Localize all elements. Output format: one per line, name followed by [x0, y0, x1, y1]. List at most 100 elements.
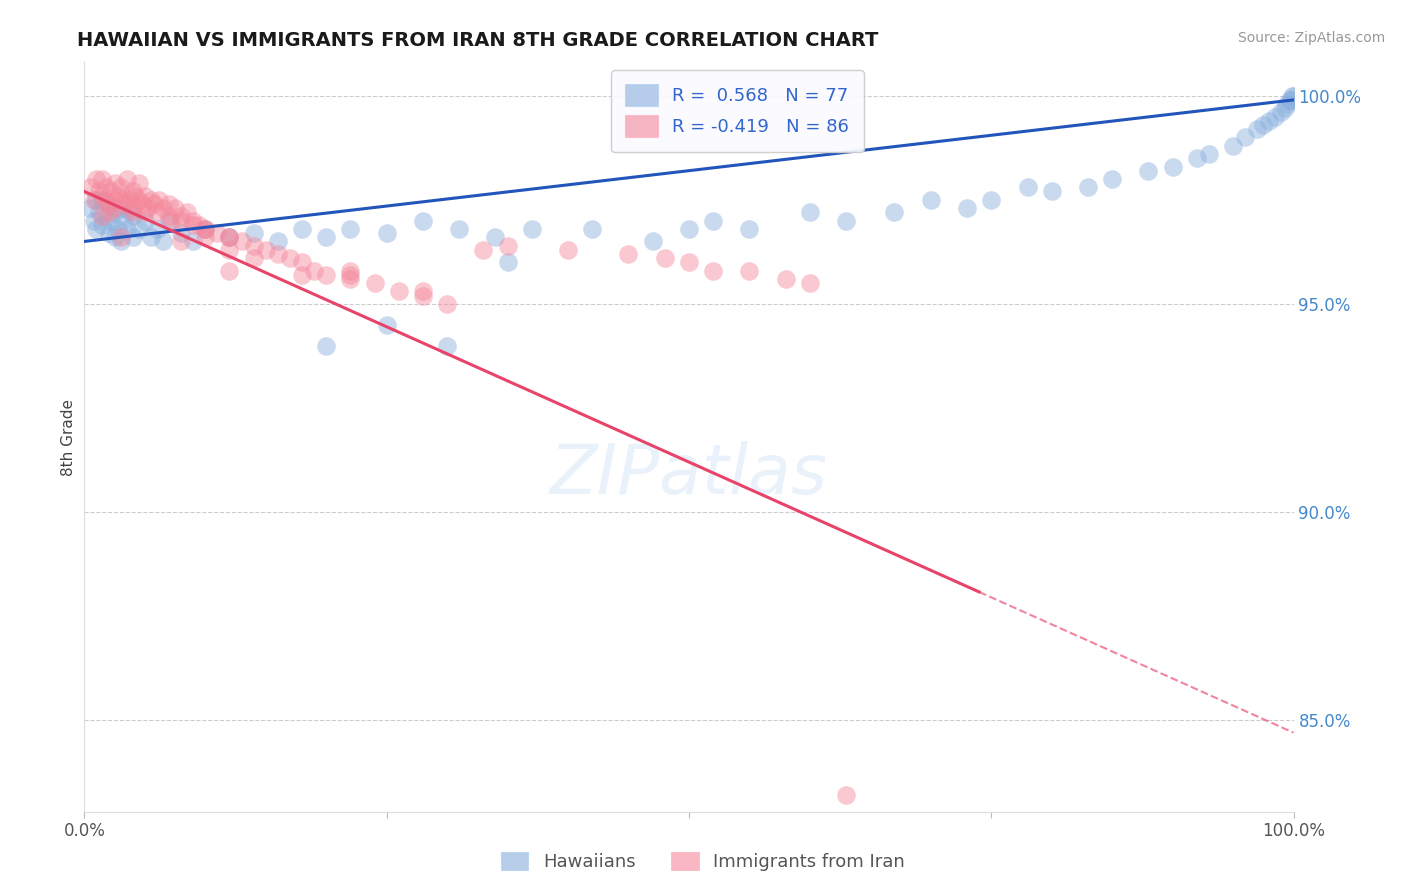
Point — [472, 243, 495, 257]
Point — [1040, 185, 1063, 199]
Point — [1137, 163, 1160, 178]
Point — [157, 210, 180, 224]
Point — [91, 193, 114, 207]
Point — [157, 213, 180, 227]
Point — [980, 193, 1002, 207]
Point — [128, 176, 150, 190]
Point — [412, 288, 434, 302]
Text: ZIPatlas: ZIPatlas — [550, 441, 828, 508]
Y-axis label: 8th Grade: 8th Grade — [60, 399, 76, 475]
Point — [207, 226, 229, 240]
Point — [339, 272, 361, 286]
Point — [194, 222, 217, 236]
Point — [1185, 151, 1208, 165]
Point — [83, 213, 105, 227]
Point — [484, 230, 506, 244]
Point — [291, 255, 314, 269]
Point — [110, 193, 132, 207]
Point — [110, 230, 132, 244]
Point — [121, 230, 143, 244]
Point — [339, 222, 361, 236]
Point — [110, 201, 132, 215]
Point — [218, 230, 240, 244]
Point — [128, 193, 150, 207]
Point — [104, 201, 127, 215]
Point — [94, 210, 117, 224]
Point — [218, 230, 240, 244]
Point — [181, 213, 204, 227]
Point — [121, 185, 143, 199]
Point — [436, 297, 458, 311]
Point — [170, 235, 193, 249]
Point — [170, 210, 193, 224]
Point — [242, 238, 264, 252]
Point — [799, 205, 821, 219]
Point — [120, 193, 142, 207]
Point — [242, 226, 264, 240]
Point — [412, 213, 434, 227]
Point — [388, 285, 411, 299]
Point — [775, 272, 797, 286]
Point — [496, 238, 519, 252]
Point — [375, 226, 398, 240]
Point — [956, 201, 979, 215]
Point — [1198, 147, 1220, 161]
Point — [194, 230, 217, 244]
Point — [139, 230, 162, 244]
Legend: Hawaiians, Immigrants from Iran: Hawaiians, Immigrants from Iran — [494, 845, 912, 879]
Point — [194, 222, 217, 236]
Point — [86, 193, 108, 207]
Point — [104, 193, 127, 207]
Point — [678, 222, 700, 236]
Point — [883, 205, 905, 219]
Point — [107, 188, 129, 202]
Point — [136, 201, 159, 215]
Point — [218, 243, 240, 257]
Point — [104, 205, 127, 219]
Point — [654, 251, 676, 265]
Point — [170, 226, 193, 240]
Point — [115, 222, 138, 236]
Point — [83, 193, 105, 207]
Point — [1274, 101, 1296, 115]
Point — [188, 218, 211, 232]
Point — [267, 247, 290, 261]
Point — [181, 235, 204, 249]
Point — [436, 338, 458, 352]
Point — [110, 235, 132, 249]
Point — [112, 197, 135, 211]
Point — [678, 255, 700, 269]
Point — [115, 172, 138, 186]
Point — [339, 263, 361, 277]
Point — [97, 226, 120, 240]
Point — [143, 197, 166, 211]
Point — [1279, 93, 1302, 107]
Point — [738, 263, 761, 277]
Point — [835, 213, 858, 227]
Point — [146, 222, 169, 236]
Point — [176, 205, 198, 219]
Point — [267, 235, 290, 249]
Point — [94, 193, 117, 207]
Point — [1278, 93, 1301, 107]
Point — [152, 201, 174, 215]
Point — [218, 230, 240, 244]
Point — [1222, 138, 1244, 153]
Point — [79, 201, 101, 215]
Point — [617, 247, 640, 261]
Point — [94, 180, 117, 194]
Point — [581, 222, 603, 236]
Point — [291, 268, 314, 282]
Point — [702, 213, 724, 227]
Point — [1264, 110, 1286, 124]
Point — [557, 243, 579, 257]
Point — [134, 213, 156, 227]
Point — [100, 213, 122, 227]
Text: Source: ZipAtlas.com: Source: ZipAtlas.com — [1237, 31, 1385, 45]
Point — [121, 205, 143, 219]
Point — [1101, 172, 1123, 186]
Point — [1161, 160, 1184, 174]
Point — [194, 222, 217, 236]
Point — [1234, 130, 1257, 145]
Point — [120, 205, 142, 219]
